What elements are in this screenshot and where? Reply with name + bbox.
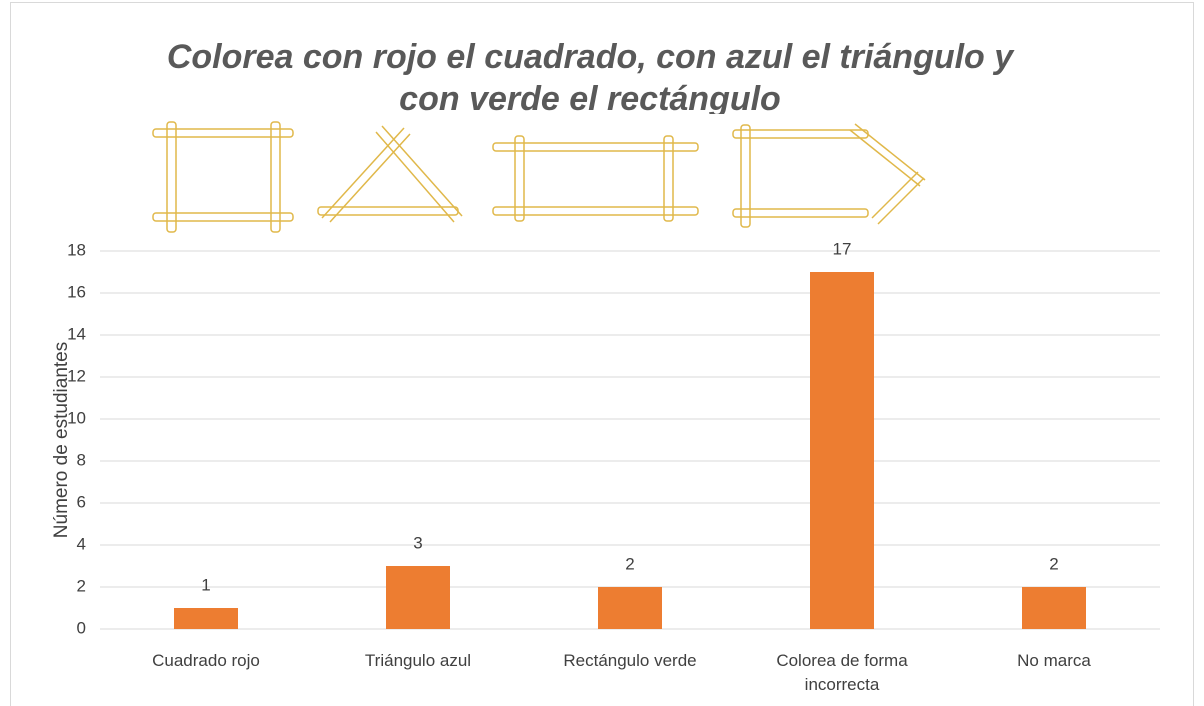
y-tick-label: 10 — [67, 408, 86, 427]
x-tick-label: Colorea de forma incorrecta — [752, 649, 932, 697]
x-tick-label: Rectángulo verde — [540, 649, 720, 673]
bar — [174, 608, 238, 629]
data-label: 3 — [413, 533, 422, 552]
bar — [598, 587, 662, 629]
x-tick-label: Cuadrado rojo — [116, 649, 296, 673]
data-label: 17 — [833, 239, 852, 258]
bar — [386, 566, 450, 629]
y-tick-label: 14 — [67, 324, 86, 343]
y-tick-label: 18 — [67, 240, 86, 259]
x-tick-label: Triángulo azul — [328, 649, 508, 673]
y-tick-label: 6 — [77, 492, 86, 511]
data-label: 2 — [625, 554, 634, 573]
data-label: 2 — [1049, 554, 1058, 573]
y-tick-label: 0 — [77, 618, 86, 637]
y-tick-label: 16 — [67, 282, 86, 301]
y-tick-label: 8 — [77, 450, 86, 469]
bar — [1022, 587, 1086, 629]
data-label: 1 — [201, 575, 210, 594]
y-tick-label: 12 — [67, 366, 86, 385]
y-tick-label: 4 — [77, 534, 86, 553]
x-tick-label: No marca — [964, 649, 1144, 673]
chart-title: Colorea con rojo el cuadrado, con azul e… — [140, 36, 1040, 114]
bar — [810, 272, 874, 629]
chart-container: Número de estudiantes 024681012141618132… — [0, 0, 1204, 706]
y-tick-label: 2 — [77, 576, 86, 595]
